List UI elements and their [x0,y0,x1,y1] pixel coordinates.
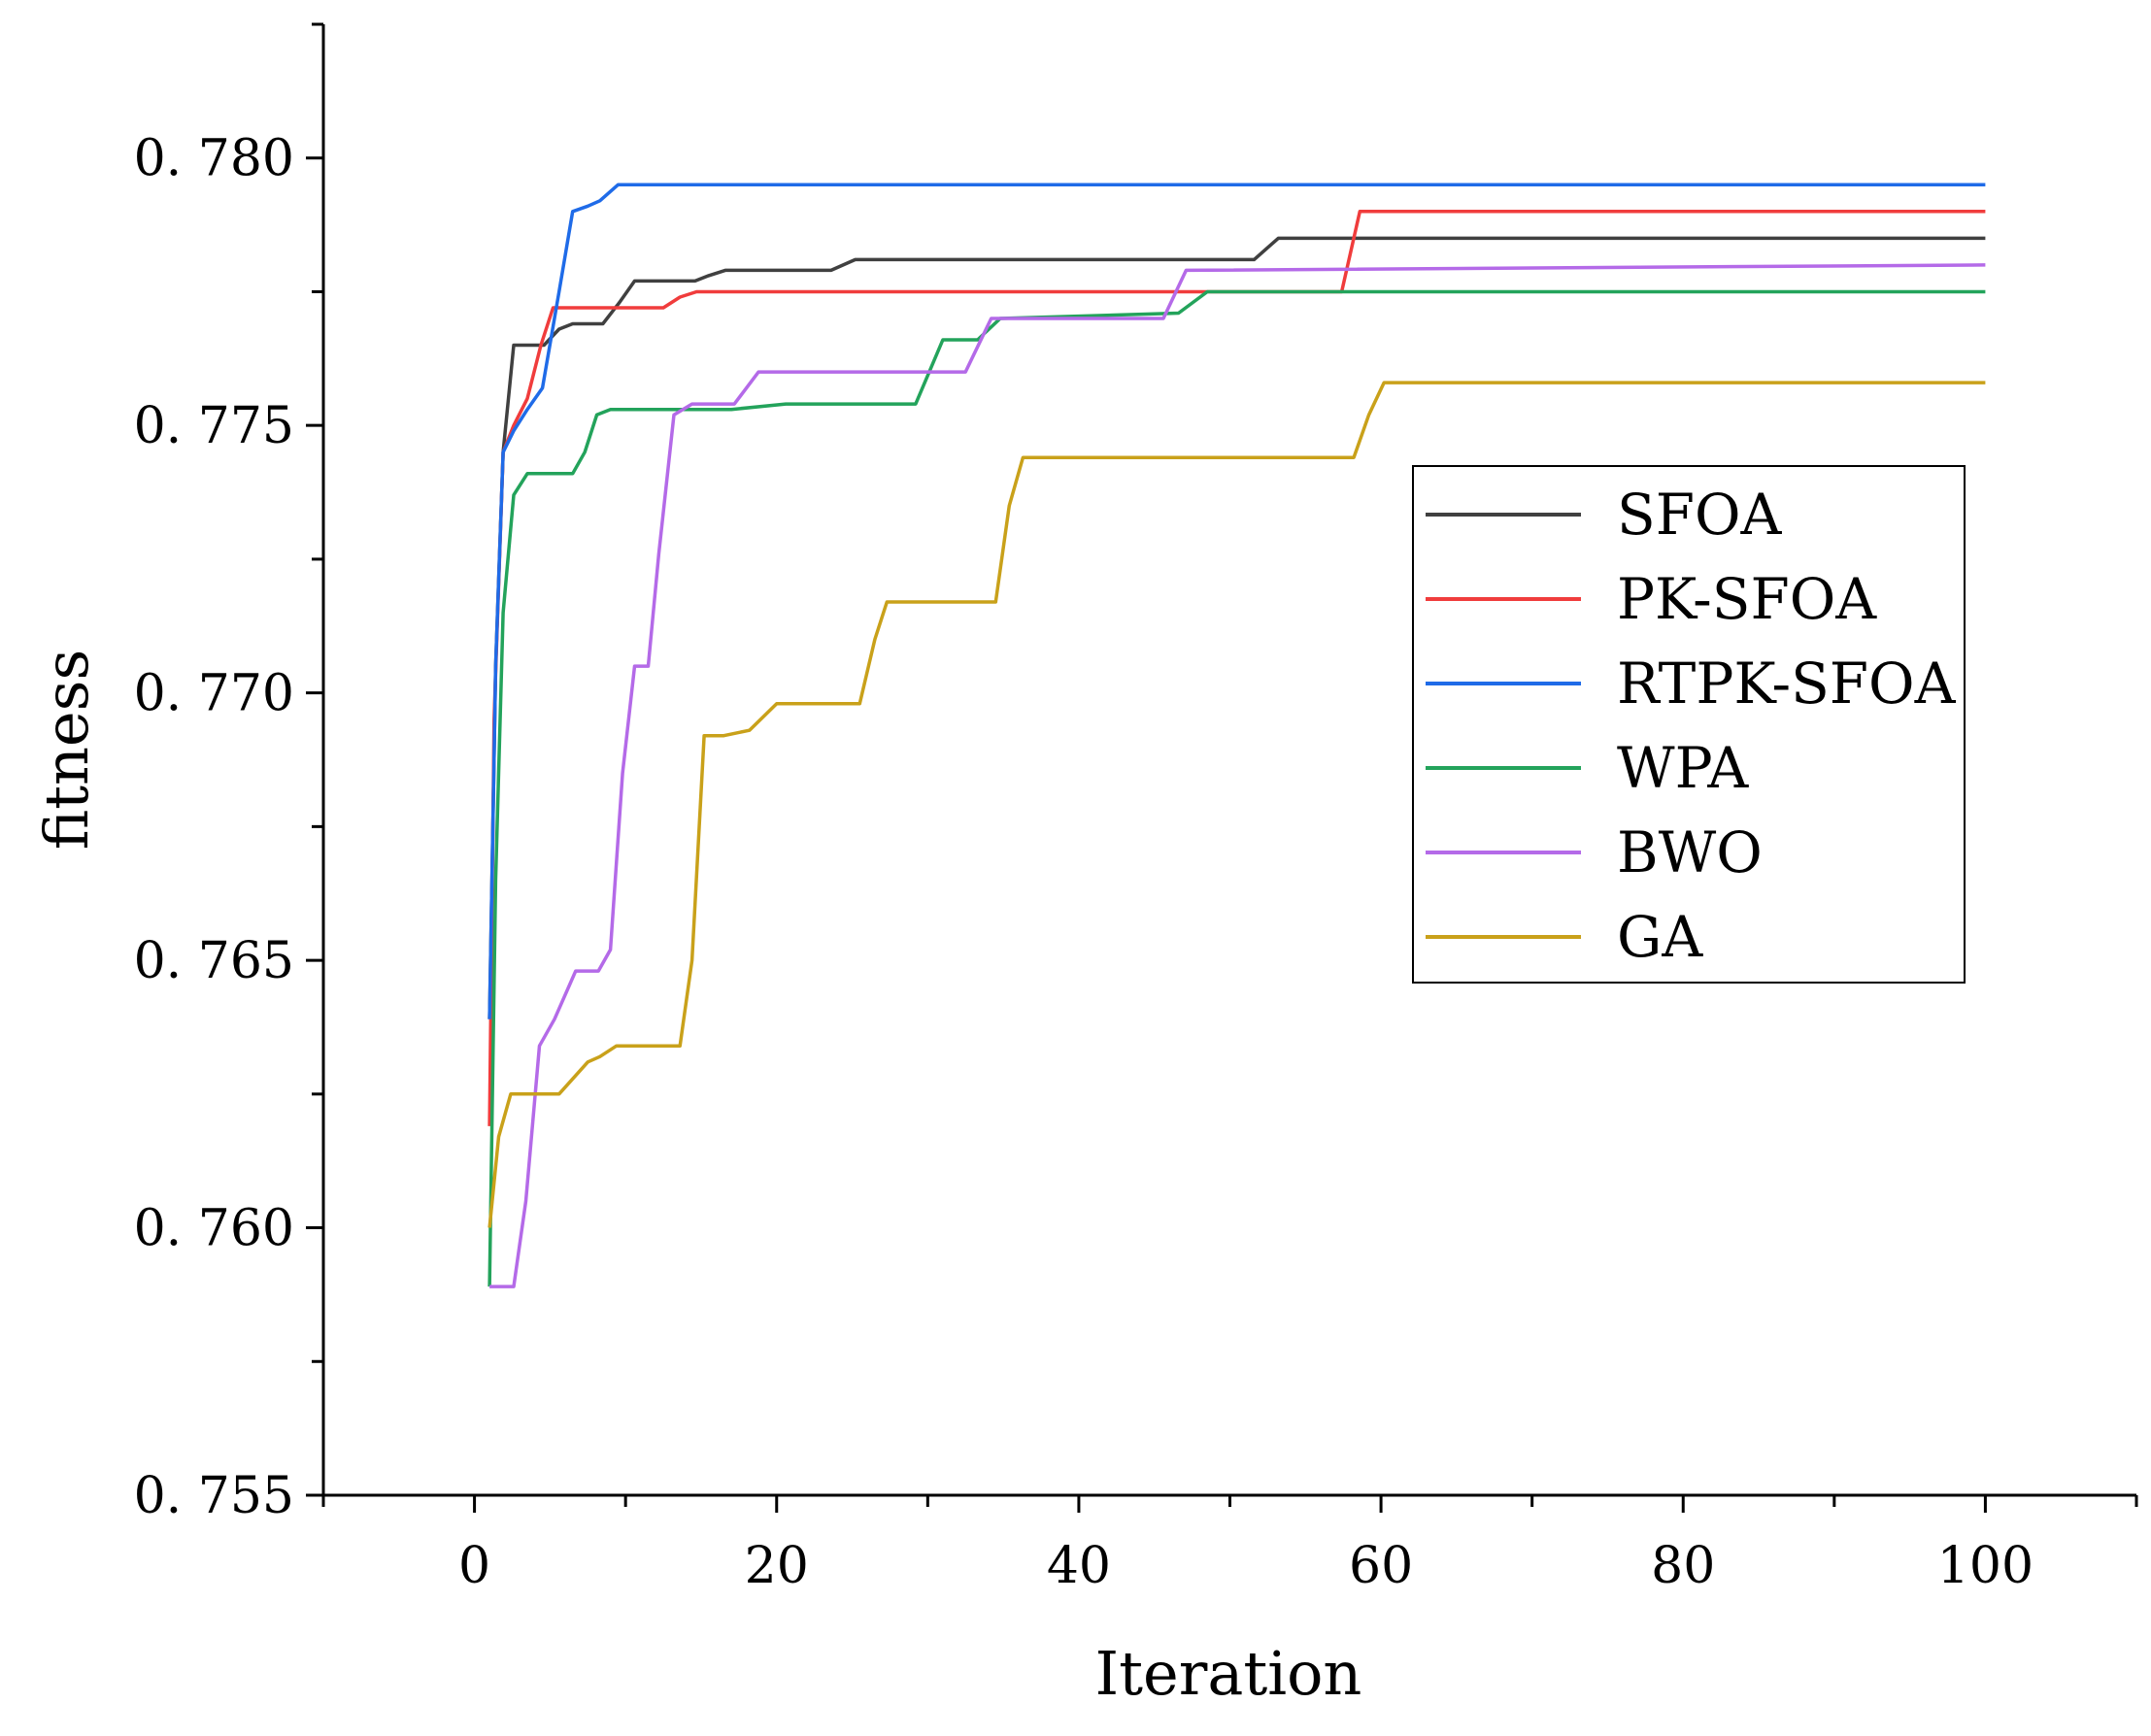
y-tick-label: 0. 760 [134,1200,294,1258]
plot-area [487,183,1986,1288]
x-axis-title: Iteration [1095,1638,1362,1709]
legend-label-pk-sfoa: PK-SFOA [1617,566,1877,632]
y-tick-label: 0. 780 [134,130,294,188]
series-line-ga [487,381,1986,1228]
x-tick-label: 60 [1349,1537,1413,1595]
series-line-bwo [489,263,1986,1288]
y-tick-label: 0. 770 [134,665,294,723]
legend-label-wpa: WPA [1617,735,1749,801]
x-tick-label: 40 [1047,1537,1111,1595]
y-axis-title: fitness [31,650,102,851]
y-tick-label: 0. 775 [134,397,294,455]
series-line-rtpk-sfoa [487,183,1986,1019]
legend-label-ga: GA [1617,904,1703,970]
x-tick-label: 0 [458,1537,490,1595]
legend-label-sfoa: SFOA [1617,482,1783,548]
legend: SFOA PK-SFOA RTPK-SFOA WPA BWO GA [1412,465,1966,984]
axes: 0 20 40 60 80 100 0. 755 0. 760 0. 765 0. 770 0. 7… [134,22,2138,1595]
legend-label-bwo: BWO [1617,819,1763,885]
legend-frame [1412,465,1966,984]
x-tick-label: 20 [745,1537,809,1595]
legend-label-rtpk-sfoa: RTPK-SFOA [1617,651,1957,717]
series-line-sfoa [487,236,1986,1019]
x-tick-label: 100 [1937,1537,2033,1595]
y-tick-label: 0. 755 [134,1467,294,1525]
x-tick-label: 80 [1651,1537,1715,1595]
y-tick-label: 0. 765 [134,932,294,990]
